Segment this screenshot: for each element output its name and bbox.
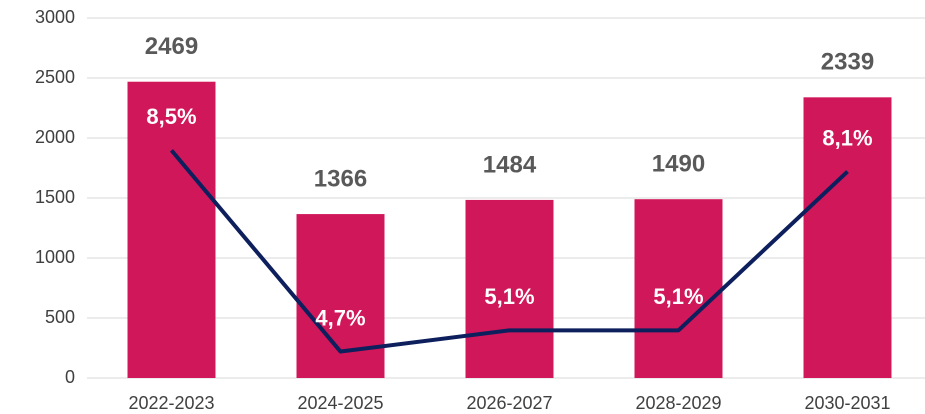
x-tick-label: 2028-2029 bbox=[635, 393, 721, 413]
y-tick-label: 2500 bbox=[35, 67, 75, 87]
y-tick-label: 0 bbox=[65, 367, 75, 387]
x-tick-label: 2024-2025 bbox=[297, 393, 383, 413]
line-value-label: 5,1% bbox=[653, 284, 703, 309]
line-value-label: 8,5% bbox=[146, 104, 196, 129]
bar-value-label: 1366 bbox=[314, 165, 367, 192]
x-tick-label: 2030-2031 bbox=[804, 393, 890, 413]
line-value-label: 5,1% bbox=[484, 284, 534, 309]
bar-value-label: 1490 bbox=[652, 151, 705, 178]
bar bbox=[634, 199, 723, 378]
line-value-label: 4,7% bbox=[315, 305, 365, 330]
bar-value-label: 2339 bbox=[821, 49, 874, 76]
line-value-label: 8,1% bbox=[822, 125, 872, 150]
x-tick-label: 2026-2027 bbox=[466, 393, 552, 413]
bar bbox=[803, 97, 892, 378]
y-tick-label: 1500 bbox=[35, 187, 75, 207]
y-tick-label: 2000 bbox=[35, 127, 75, 147]
bar bbox=[127, 81, 216, 378]
bar bbox=[465, 199, 554, 378]
y-tick-label: 500 bbox=[45, 307, 75, 327]
line bbox=[169, 149, 849, 354]
bar-value-label: 1484 bbox=[483, 151, 537, 178]
x-tick-label: 2022-2023 bbox=[128, 393, 214, 413]
bar-value-label: 2469 bbox=[145, 33, 198, 60]
y-tick-label: 1000 bbox=[35, 247, 75, 267]
y-tick-label: 3000 bbox=[35, 7, 75, 27]
